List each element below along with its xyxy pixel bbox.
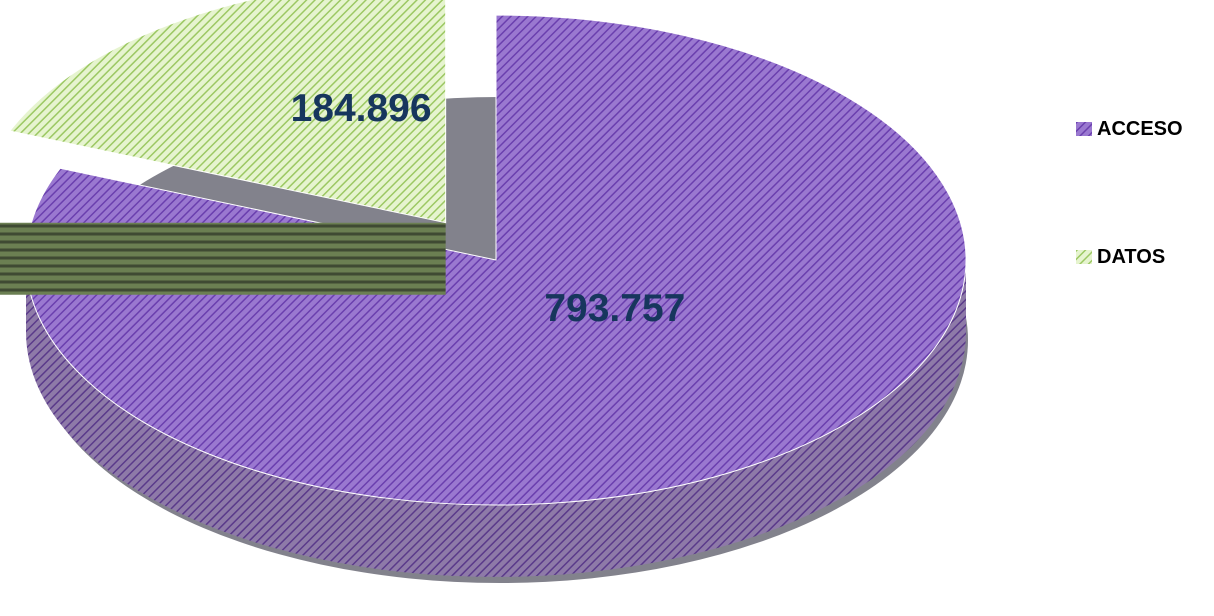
pie-slice-datos-side (0, 222, 446, 295)
legend-swatch-acceso-icon (1076, 122, 1092, 136)
legend-label-datos: DATOS (1097, 245, 1166, 268)
legend-item-datos: DATOS (1076, 240, 1214, 274)
legend-item-acceso: ACCESO (1076, 112, 1214, 146)
pie-slice-acceso-side (26, 260, 966, 577)
chart-legend: ACCESO DATOS (1076, 112, 1214, 368)
data-label-acceso: 793.757 (544, 287, 685, 330)
pie-slice-datos (8, 0, 447, 224)
legend-swatch-datos-icon (1076, 250, 1092, 264)
data-label-datos: 184.896 (291, 87, 432, 130)
legend-label-acceso: ACCESO (1097, 117, 1183, 140)
pie-slice-acceso (25, 14, 967, 506)
